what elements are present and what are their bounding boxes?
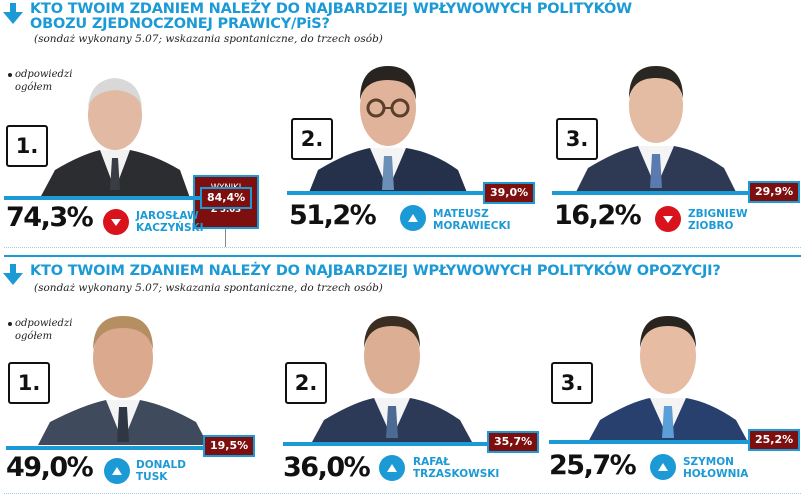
previous-result-badge: 84,4% xyxy=(200,187,253,209)
legend-overall: odpowiedzi ogółem xyxy=(8,317,72,343)
legend-line2: ogółem xyxy=(15,82,53,93)
portrait-photo xyxy=(38,316,208,445)
first-name: ZBIGNIEW xyxy=(688,208,748,220)
question-subtitle: (sondaż wykonany 5.07; wskazania spontan… xyxy=(34,282,383,294)
first-name: MATEUSZ xyxy=(433,208,489,220)
rank-badge: 1. xyxy=(8,362,50,404)
candidate-name: MATEUSZ MORAWIECKI xyxy=(433,208,511,232)
portrait-photo xyxy=(312,316,472,442)
rank-badge: 1. xyxy=(6,125,48,167)
candidate-name: ZBIGNIEW ZIOBRO xyxy=(688,208,748,232)
question-title-line1: KTO TWOIM ZDANIEM NALEŻY DO NAJBARDZIEJ … xyxy=(30,1,632,17)
legend-line1: odpowiedzi xyxy=(15,318,73,329)
baseline-bar xyxy=(283,442,493,446)
candidate-card-kaczynski: 1. WYNIKI SONDAŻU Z 5.03 84,4% 74,3% JAR… xyxy=(0,60,260,247)
rank-badge: 2. xyxy=(291,118,333,160)
last-name: ZIOBRO xyxy=(688,220,734,232)
first-name: JAROSŁAW xyxy=(136,210,199,222)
portrait-photo xyxy=(576,66,736,192)
previous-result-badge: 25,2% xyxy=(748,429,801,451)
legend-overall: odpowiedzi ogółem xyxy=(8,68,72,94)
trend-down-icon xyxy=(103,209,129,235)
baseline-bar xyxy=(549,440,754,444)
current-percent: 51,2% xyxy=(289,200,377,231)
section-pis: KTO TWOIM ZDANIEM NALEŻY DO NAJBARDZIEJ … xyxy=(0,2,805,248)
previous-result-badge: 39,0% xyxy=(483,182,536,204)
baseline-bar xyxy=(552,191,752,195)
arrow-down-icon xyxy=(3,264,23,285)
legend-line1: odpowiedzi xyxy=(15,69,73,80)
candidate-name: SZYMON HOŁOWNIA xyxy=(683,456,748,480)
section-divider-dotted xyxy=(4,247,801,248)
legend-line2: ogółem xyxy=(15,331,53,342)
candidate-name: RAFAŁ TRZASKOWSKI xyxy=(413,456,499,480)
current-percent: 16,2% xyxy=(554,200,642,231)
candidate-name: JAROSŁAW KACZYŃSKI xyxy=(136,210,204,234)
last-name: TRZASKOWSKI xyxy=(413,468,500,480)
current-percent: 49,0% xyxy=(6,452,94,483)
previous-result-badge: 29,9% xyxy=(748,181,801,203)
section-opposition: KTO TWOIM ZDANIEM NALEŻY DO NAJBARDZIEJ … xyxy=(0,250,805,498)
question-subtitle: (sondaż wykonany 5.07; wskazania spontan… xyxy=(34,33,383,45)
callout-line3: Z 5.03 xyxy=(210,205,242,215)
arrow-down-icon xyxy=(3,3,23,24)
section-divider-dotted xyxy=(4,493,801,494)
first-name: DONALD xyxy=(136,459,186,471)
current-percent: 25,7% xyxy=(549,450,637,481)
baseline-bar xyxy=(4,196,204,200)
candidate-card-morawiecki: 2. 39,0% 51,2% MATEUSZ MORAWIECKI xyxy=(283,60,543,232)
first-name: SZYMON xyxy=(683,456,734,468)
question-title-line1: KTO TWOIM ZDANIEM NALEŻY DO NAJBARDZIEJ … xyxy=(30,263,721,279)
trend-down-icon xyxy=(655,206,681,232)
bullet-icon xyxy=(8,72,12,77)
last-name: KACZYŃSKI xyxy=(136,222,204,234)
portrait-photo xyxy=(588,316,748,442)
callout-connector xyxy=(225,229,226,247)
section-divider xyxy=(4,255,801,257)
previous-result-badge: 19,5% xyxy=(203,435,256,457)
last-name: HOŁOWNIA xyxy=(683,468,749,480)
question-title: KTO TWOIM ZDANIEM NALEŻY DO NAJBARDZIEJ … xyxy=(30,2,632,32)
trend-up-icon xyxy=(650,454,676,480)
portrait-photo xyxy=(40,78,190,198)
candidate-card-trzaskowski: 2. 35,7% 36,0% RAFAŁ TRZASKOWSKI xyxy=(277,310,540,483)
rank-badge: 2. xyxy=(285,362,327,404)
candidate-card-tusk: 1. 19,5% 49,0% DONALD TUSK xyxy=(0,310,260,484)
first-name: RAFAŁ xyxy=(413,456,451,468)
trend-up-icon xyxy=(400,205,426,231)
trend-up-icon xyxy=(379,455,405,481)
candidate-name: DONALD TUSK xyxy=(136,459,186,483)
baseline-bar xyxy=(6,446,206,450)
previous-result-badge: 35,7% xyxy=(487,431,540,453)
question-title: KTO TWOIM ZDANIEM NALEŻY DO NAJBARDZIEJ … xyxy=(30,264,721,279)
candidate-card-holownia: 3. 25,2% 25,7% SZYMON HOŁOWNIA xyxy=(543,310,803,481)
baseline-bar xyxy=(287,191,487,195)
trend-up-icon xyxy=(104,458,130,484)
last-name: TUSK xyxy=(136,471,168,483)
candidate-card-ziobro: 3. 29,9% 16,2% ZBIGNIEW ZIOBRO xyxy=(548,60,805,232)
bullet-icon xyxy=(8,321,12,326)
current-percent: 36,0% xyxy=(283,452,371,483)
current-percent: 74,3% xyxy=(6,202,94,233)
rank-badge: 3. xyxy=(551,362,593,404)
rank-badge: 3. xyxy=(556,118,598,160)
question-title-line2: OBOZU ZJEDNOCZONEJ PRAWICY/PiS? xyxy=(30,16,330,32)
last-name: MORAWIECKI xyxy=(433,220,511,232)
portrait-photo xyxy=(308,66,468,195)
